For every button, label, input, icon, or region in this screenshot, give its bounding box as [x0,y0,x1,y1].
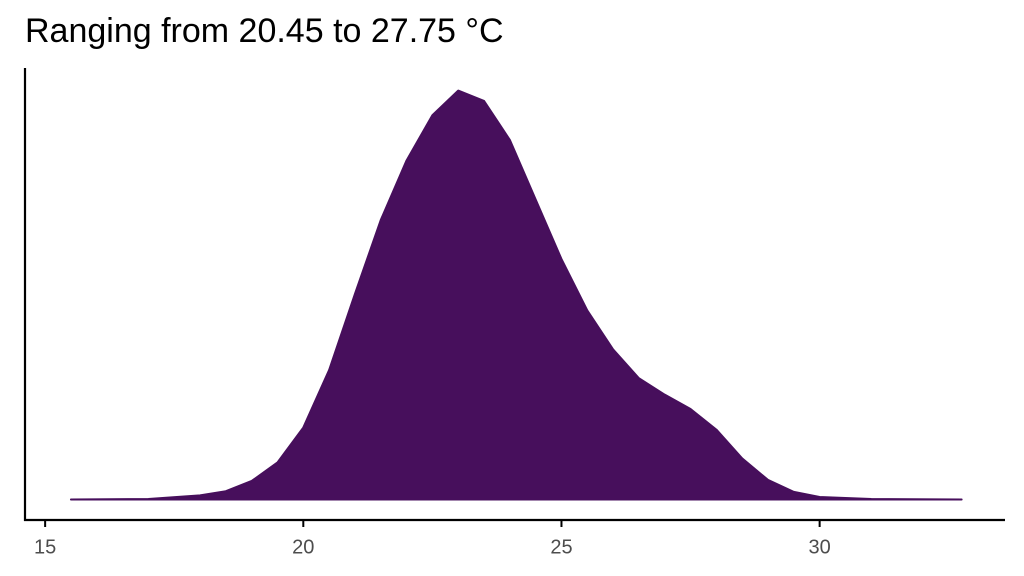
density-area [69,89,963,501]
x-tick-label: 15 [34,536,56,558]
x-tick-label: 30 [809,536,831,558]
chart-title: Ranging from 20.45 to 27.75 °C [25,12,504,50]
x-tick-label: 20 [292,536,314,558]
x-tick-label: 25 [550,536,572,558]
